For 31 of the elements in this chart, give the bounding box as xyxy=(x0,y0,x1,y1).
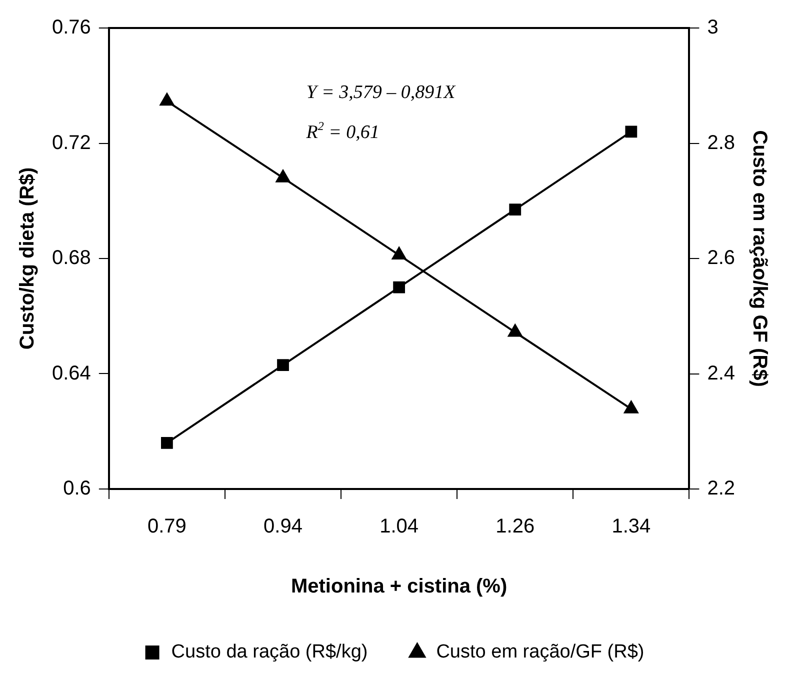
x-tick-label: 0.94 xyxy=(264,516,302,538)
x-tick-label: 1.04 xyxy=(380,516,419,538)
y2-tick-label: 3 xyxy=(707,16,718,39)
point xyxy=(392,247,406,260)
legend-label: Custo em ração/GF (R$) xyxy=(436,642,644,663)
x-tick-label: 0.79 xyxy=(147,516,186,538)
point xyxy=(624,400,638,414)
annotation: Y = 3,579 – 0,891X xyxy=(306,82,457,103)
point xyxy=(393,281,406,294)
point xyxy=(161,436,173,449)
y-axis-title: Custo/kg dieta (R$) xyxy=(16,167,39,350)
y2-tick-label: 2.6 xyxy=(707,247,736,270)
y-tick-label: 0.76 xyxy=(52,16,91,39)
y2-tick-label: 2.4 xyxy=(707,362,736,384)
point xyxy=(508,324,522,337)
point xyxy=(276,170,290,182)
x-tick-label: 1.34 xyxy=(612,516,651,538)
x-axis-title: Metionina + cistina (%) xyxy=(290,576,508,598)
y-tick-label: 0.64 xyxy=(52,362,91,384)
point xyxy=(277,359,289,372)
y-tick-label: 0.72 xyxy=(52,132,91,154)
y2-axis-title: Custo em ração/kg GF (R$) xyxy=(748,130,770,387)
y2-tick-label: 2.8 xyxy=(707,132,736,154)
y2-tick-label: 2.2 xyxy=(707,478,736,500)
point xyxy=(625,126,638,138)
y-tick-label: 0.6 xyxy=(63,478,91,500)
y-tick-label: 0.68 xyxy=(52,247,91,270)
point xyxy=(509,204,522,216)
legend-label: Custo da ração (R$/kg) xyxy=(171,642,368,663)
x-tick-label: 1.26 xyxy=(496,516,535,538)
point xyxy=(160,93,174,106)
